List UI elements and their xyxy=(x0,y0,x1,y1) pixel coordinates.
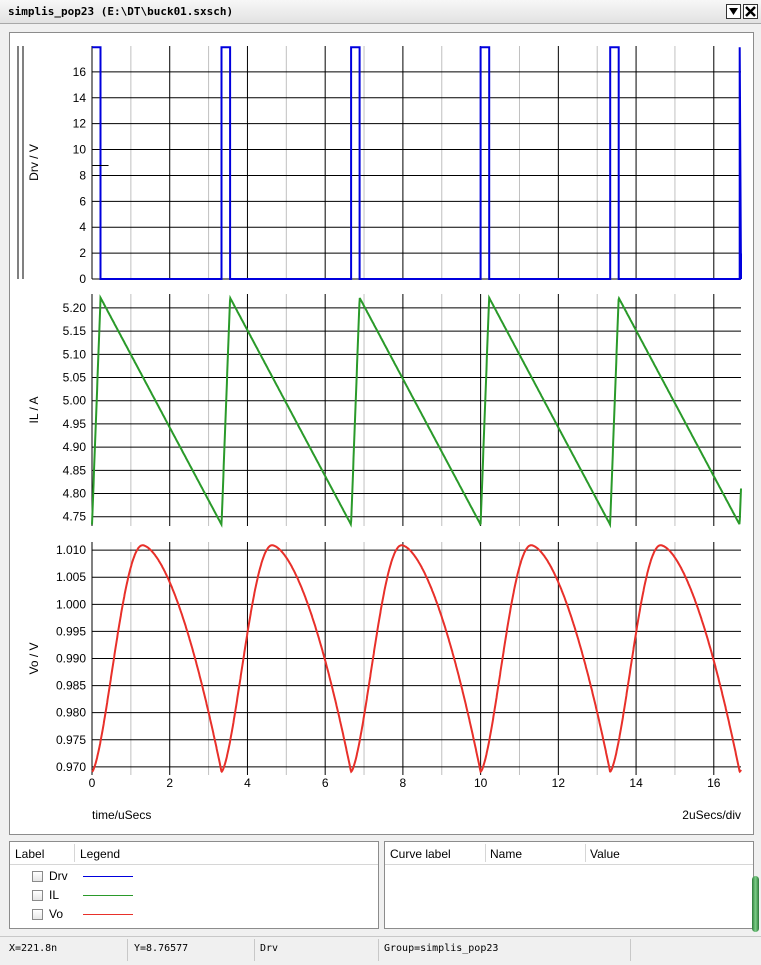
status-divider xyxy=(630,939,631,961)
legend-col-legend: Legend xyxy=(80,847,121,861)
legend-header: Label Legend xyxy=(10,842,378,865)
status-divider xyxy=(378,939,379,961)
y-tick-label: 16 xyxy=(73,65,87,79)
y-tick-label: 1.005 xyxy=(56,570,86,584)
close-button[interactable] xyxy=(743,4,758,19)
drv-legend-swatch xyxy=(83,875,133,877)
status-divider xyxy=(254,939,255,961)
col-value[interactable]: Value xyxy=(590,847,620,861)
curve-value-panel: Curve label Name Value xyxy=(384,841,754,929)
header-divider xyxy=(485,844,486,862)
y-tick-label: 4.85 xyxy=(63,463,87,477)
x-axis-label: time/uSecs xyxy=(92,808,151,822)
vo-waveform xyxy=(91,544,742,774)
y-tick-label: 4 xyxy=(79,220,86,234)
x-tick-label: 16 xyxy=(707,776,721,790)
x-tick-label: 10 xyxy=(474,776,488,790)
y-tick-label: 0.990 xyxy=(56,652,86,666)
col-name[interactable]: Name xyxy=(490,847,523,861)
y-tick-label: 5.20 xyxy=(63,301,87,315)
vo-checkbox[interactable] xyxy=(32,908,43,920)
y-tick-label: 4.80 xyxy=(63,487,87,501)
y-tick-label: 6 xyxy=(79,194,86,208)
y-tick-label: 4.75 xyxy=(63,510,87,524)
curve-table-header: Curve label Name Value xyxy=(385,842,753,865)
legend-panel: Label Legend Drv IL Vo xyxy=(9,841,379,929)
y-tick-label: 10 xyxy=(73,143,87,157)
y-tick-label: 0.980 xyxy=(56,706,86,720)
status-bar: X=221.8n Y=8.76577 Drv Group=simplis_pop… xyxy=(0,936,761,965)
y-tick-label: 2 xyxy=(79,246,86,260)
legend-col-label: Label xyxy=(15,847,45,861)
y-tick-label: 0.995 xyxy=(56,624,86,638)
legend-item-label: IL xyxy=(49,888,60,902)
y-tick-label: 0.975 xyxy=(56,733,86,747)
header-divider xyxy=(74,844,75,862)
status-x-value: X=221.8n xyxy=(9,943,58,954)
y-tick-label: 12 xyxy=(73,117,87,131)
legend-item-vo[interactable]: Vo xyxy=(32,905,133,923)
x-tick-label: 2 xyxy=(166,776,173,790)
il-checkbox[interactable] xyxy=(32,889,43,901)
window-titlebar: simplis_pop23 (E:\DT\buck01.sxsch) xyxy=(0,0,761,24)
header-divider xyxy=(585,844,586,862)
legend-item-label: Vo xyxy=(49,907,64,921)
menu-dropdown-button[interactable] xyxy=(726,4,741,19)
waveform-plot-area[interactable]: 0 2 4 6 8 10 12 14 16 Drv / V 4.75 4.80 4.85 4.90 4.95… xyxy=(9,32,754,835)
y-tick-label: 5.05 xyxy=(63,371,87,385)
status-group: Group=simplis_pop23 xyxy=(384,943,499,954)
y-axis-label: IL / A xyxy=(27,397,41,424)
y-tick-label: 14 xyxy=(73,91,87,105)
status-curve-name: Drv xyxy=(260,943,279,954)
vo-legend-swatch xyxy=(83,913,133,915)
y-tick-label: 5.00 xyxy=(63,394,87,408)
x-tick-label: 4 xyxy=(244,776,251,790)
y-tick-label: 0 xyxy=(79,272,86,286)
il-legend-swatch xyxy=(83,894,133,896)
y-tick-label: 5.15 xyxy=(63,324,87,338)
x-tick-label: 12 xyxy=(552,776,566,790)
drv-checkbox[interactable] xyxy=(32,870,43,882)
y-tick-label: 0.985 xyxy=(56,679,86,693)
x-tick-label: 14 xyxy=(629,776,643,790)
y-tick-label: 4.90 xyxy=(63,440,87,454)
col-curve-label[interactable]: Curve label xyxy=(390,847,451,861)
drv-waveform xyxy=(92,46,742,280)
legend-item-drv[interactable]: Drv xyxy=(32,867,133,885)
status-divider xyxy=(127,939,128,961)
y-axis-label: Drv / V xyxy=(27,144,41,181)
x-tick-label: 0 xyxy=(89,776,96,790)
y-tick-label: 1.010 xyxy=(56,543,86,557)
y-axis-label: Vo / V xyxy=(27,642,41,674)
status-y-value: Y=8.76577 xyxy=(134,943,189,954)
legend-item-label: Drv xyxy=(49,869,68,883)
y-tick-label: 4.95 xyxy=(63,417,87,431)
chevron-down-icon xyxy=(729,8,738,15)
close-icon xyxy=(745,6,756,17)
x-axis-scale: 2uSecs/div xyxy=(682,808,741,822)
vertical-scrollbar[interactable] xyxy=(752,876,759,932)
y-tick-label: 8 xyxy=(79,168,86,182)
y-tick-label: 1.000 xyxy=(56,597,86,611)
legend-item-il[interactable]: IL xyxy=(32,886,133,904)
x-tick-label: 6 xyxy=(322,776,329,790)
y-tick-label: 0.970 xyxy=(56,760,86,774)
waveform-chart[interactable]: 0 2 4 6 8 10 12 14 16 Drv / V 4.75 4.80 4.85 4.90 4.95… xyxy=(10,33,755,836)
x-tick-label: 8 xyxy=(400,776,407,790)
window-title: simplis_pop23 (E:\DT\buck01.sxsch) xyxy=(8,5,234,18)
y-tick-label: 5.10 xyxy=(63,347,87,361)
il-waveform xyxy=(91,294,742,529)
